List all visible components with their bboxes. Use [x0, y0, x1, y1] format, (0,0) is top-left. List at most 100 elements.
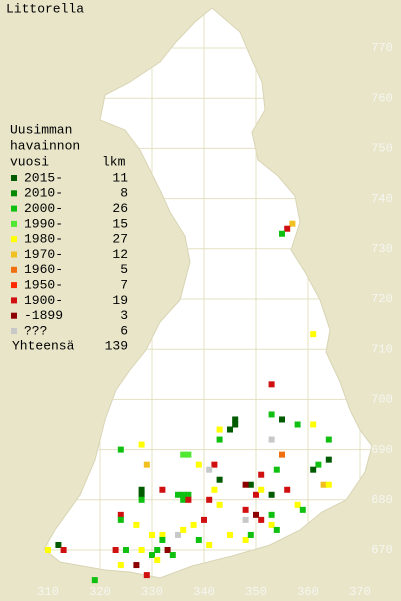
observation-square — [190, 521, 197, 528]
observation-square — [195, 461, 202, 468]
observation-square — [185, 496, 192, 503]
land — [43, 7, 373, 579]
observation-square — [117, 516, 124, 523]
observation-square — [315, 461, 322, 468]
observation-square — [310, 331, 317, 338]
observation-square — [268, 436, 275, 443]
observation-square — [258, 486, 265, 493]
observation-square — [169, 552, 176, 559]
y-tick-label: 710 — [371, 342, 393, 356]
observation-square — [216, 436, 223, 443]
legend-header: havainnon — [10, 138, 80, 153]
legend-swatch — [11, 190, 17, 197]
observation-square — [273, 466, 280, 473]
observation-square — [310, 421, 317, 428]
y-tick-label: 720 — [371, 292, 393, 306]
legend-label: 1960- — [24, 262, 63, 277]
legend-header: vuosi — [10, 154, 49, 169]
observation-square — [253, 511, 259, 518]
observation-square — [159, 486, 166, 493]
observation-square — [247, 481, 254, 488]
legend-count: 27 — [112, 232, 128, 247]
legend-swatch — [11, 220, 17, 227]
observation-square — [149, 552, 155, 559]
legend-swatch — [11, 236, 17, 243]
observation-square — [268, 381, 275, 388]
observation-square — [138, 441, 145, 448]
observation-square — [227, 426, 233, 433]
observation-square — [195, 536, 202, 543]
observation-square — [284, 225, 291, 232]
observation-square — [143, 572, 150, 579]
legend-count: 5 — [120, 262, 128, 277]
observation-square — [55, 541, 62, 548]
legend-total: 139 — [105, 339, 128, 354]
observation-square — [268, 411, 275, 418]
observation-square — [180, 491, 187, 498]
observation-square — [117, 511, 124, 518]
legend-count: 3 — [120, 308, 128, 323]
legend-count-header: lkm — [102, 154, 126, 169]
observation-square — [154, 547, 161, 553]
observation-square — [133, 562, 140, 569]
y-tick-label: 670 — [371, 543, 393, 557]
legend-label: 1970- — [24, 247, 63, 262]
legend-count: 26 — [112, 201, 128, 216]
observation-square — [216, 476, 223, 483]
observation-square — [242, 481, 249, 488]
observation-square — [299, 506, 306, 513]
legend-label: ??? — [24, 323, 47, 338]
y-tick-label: 700 — [371, 393, 393, 407]
observation-square — [138, 547, 145, 553]
observations — [45, 220, 332, 584]
observation-square — [143, 461, 150, 468]
legend-swatch — [11, 175, 17, 181]
observation-square — [279, 451, 285, 458]
legend-count: 19 — [112, 293, 128, 308]
observation-square — [206, 541, 213, 548]
observation-square — [294, 421, 301, 428]
legend-swatch — [11, 312, 17, 319]
observation-square — [117, 562, 124, 569]
observation-square — [289, 220, 296, 227]
legend-swatch — [11, 328, 17, 334]
title: Littorella — [6, 1, 84, 16]
x-tick-label: 360 — [297, 585, 319, 599]
observation-square — [284, 486, 291, 493]
y-tick-label: 750 — [371, 142, 393, 156]
observation-square — [268, 511, 275, 518]
legend-swatch — [11, 205, 17, 212]
observation-square — [247, 531, 254, 538]
observation-square — [211, 486, 218, 493]
observation-square — [232, 421, 239, 428]
observation-square — [206, 496, 213, 503]
observation-square — [279, 416, 285, 423]
x-tick-label: 320 — [89, 585, 111, 599]
observation-square — [138, 496, 145, 503]
observation-square — [227, 531, 233, 538]
observation-square — [60, 547, 67, 553]
observation-square — [253, 491, 259, 498]
observation-square — [325, 436, 332, 443]
legend-total-label: Yhteensä — [12, 339, 75, 354]
observation-square — [206, 466, 213, 473]
legend-swatch — [11, 282, 17, 289]
observation-square — [242, 506, 249, 513]
x-tick-label: 340 — [193, 585, 215, 599]
x-tick-label: 310 — [37, 585, 59, 599]
observation-square — [268, 521, 275, 528]
observation-square — [201, 516, 207, 523]
observation-square — [325, 481, 332, 488]
observation-square — [91, 577, 98, 584]
observation-square — [273, 526, 280, 533]
observation-square — [123, 547, 129, 553]
legend-swatch — [11, 266, 17, 273]
legend-count: 8 — [120, 186, 128, 201]
observation-square — [180, 526, 187, 533]
legend-header: Uusimman — [10, 122, 72, 137]
x-tick-label: 330 — [141, 585, 163, 599]
legend-count: 7 — [120, 278, 128, 293]
observation-square — [279, 230, 285, 237]
x-tick-label: 370 — [349, 585, 371, 599]
